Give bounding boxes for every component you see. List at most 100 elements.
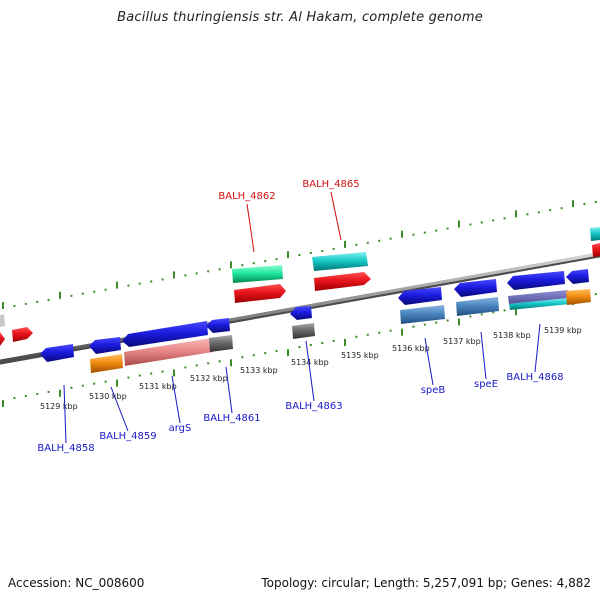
- minor-tick: [241, 356, 244, 359]
- minor-tick: [24, 394, 27, 397]
- scale-label: 5133 kbp: [240, 366, 278, 375]
- gene-feature-blue-rev[interactable]: [566, 269, 589, 284]
- gene-feature-red-fwd[interactable]: [234, 284, 286, 303]
- gene-label[interactable]: BALH_4859: [99, 431, 156, 442]
- minor-tick: [275, 258, 278, 261]
- minor-tick: [526, 213, 529, 216]
- gene-feature-steelblue[interactable]: [456, 297, 499, 316]
- gene-feature-mint[interactable]: [232, 265, 283, 283]
- gene-feature-blue-rev[interactable]: [122, 321, 208, 347]
- major-tick: [287, 251, 289, 259]
- gene-feature-gray[interactable]: [292, 323, 315, 339]
- minor-tick: [104, 380, 107, 383]
- minor-tick: [275, 350, 278, 353]
- major-tick: [458, 220, 460, 228]
- reverse-strand-features: [40, 269, 591, 373]
- major-tick: [344, 338, 346, 346]
- minor-tick: [503, 217, 506, 220]
- minor-tick: [184, 366, 187, 369]
- minor-tick: [24, 302, 27, 305]
- gene-label[interactable]: argS: [169, 423, 192, 434]
- major-tick: [230, 359, 232, 367]
- scale-label: 5139 kbp: [544, 326, 582, 335]
- gene-feature-blue-rev[interactable]: [507, 271, 565, 290]
- gene-feature-blue-rev[interactable]: [40, 344, 74, 362]
- minor-tick: [435, 229, 438, 232]
- gene-feature-pink[interactable]: [124, 338, 213, 366]
- minor-tick: [264, 352, 267, 355]
- gene-feature-red-fwd[interactable]: [0, 332, 5, 346]
- major-tick: [59, 291, 61, 299]
- gene-label[interactable]: BALH_4863: [285, 401, 342, 412]
- scale-label: 5136 kbp: [392, 344, 430, 353]
- gene-feature-blue-rev[interactable]: [89, 337, 121, 354]
- upper-tick-row: [2, 200, 597, 309]
- minor-tick: [366, 241, 369, 244]
- minor-tick: [93, 382, 96, 385]
- minor-tick: [298, 254, 301, 256]
- minor-tick: [537, 211, 540, 214]
- gene-leader-line: [246, 203, 255, 253]
- minor-tick: [423, 231, 426, 234]
- gene-feature-steelblue[interactable]: [400, 305, 445, 324]
- gene-feature-blue-rev[interactable]: [206, 318, 230, 333]
- scale-label: 5135 kbp: [341, 351, 379, 360]
- minor-tick: [127, 376, 130, 379]
- major-tick: [2, 302, 4, 309]
- major-tick: [515, 308, 517, 316]
- gene-feature-red-fwd[interactable]: [12, 327, 33, 342]
- gene-label[interactable]: BALH_4858: [37, 443, 94, 454]
- minor-tick: [150, 280, 153, 283]
- gene-leader-line: [63, 384, 67, 444]
- gene-feature-purple[interactable]: [508, 290, 569, 304]
- gene-feature-orange[interactable]: [90, 354, 123, 373]
- minor-tick: [13, 397, 16, 399]
- gene-feature-teal[interactable]: [590, 227, 600, 241]
- minor-tick: [378, 239, 381, 242]
- minor-tick: [560, 207, 563, 210]
- minor-tick: [435, 321, 438, 324]
- gene-feature-blue-rev[interactable]: [290, 306, 312, 320]
- gene-feature-orange[interactable]: [566, 289, 591, 305]
- gene-leader-line: [534, 323, 541, 373]
- gene-feature-teal[interactable]: [509, 298, 570, 310]
- gene-feature-gray[interactable]: [0, 314, 5, 327]
- gene-feature-red-fwd[interactable]: [592, 243, 600, 257]
- accession-text: Accession: NC_008600: [8, 576, 145, 590]
- gene-feature-red-fwd[interactable]: [314, 272, 371, 291]
- page-title: Bacillus thuringiensis str. Al Hakam, co…: [117, 10, 483, 25]
- minor-tick: [469, 223, 472, 226]
- major-tick: [173, 271, 175, 279]
- minor-tick: [378, 331, 381, 334]
- minor-tick: [389, 237, 392, 240]
- minor-tick: [207, 362, 210, 365]
- minor-tick: [36, 300, 39, 303]
- gene-label[interactable]: speE: [474, 379, 498, 390]
- minor-tick: [480, 221, 483, 224]
- gene-leader-line: [330, 191, 342, 241]
- gene-feature-blue-rev[interactable]: [398, 287, 442, 305]
- gene-label[interactable]: speB: [421, 385, 446, 396]
- minor-tick: [150, 372, 153, 375]
- minor-tick: [412, 233, 415, 236]
- gene-labels: BALH_4862 BALH_4865 BALH_4858 BALH_4859 argS…: [37, 179, 563, 454]
- minor-tick: [218, 360, 221, 363]
- minor-tick: [70, 294, 73, 297]
- gene-label[interactable]: BALH_4868: [506, 372, 563, 383]
- gene-label[interactable]: BALH_4861: [203, 413, 260, 424]
- minor-tick: [446, 227, 449, 230]
- gene-label[interactable]: BALH_4865: [302, 179, 359, 190]
- minor-tick: [264, 260, 267, 263]
- minor-tick: [81, 384, 84, 387]
- gene-label[interactable]: BALH_4862: [218, 191, 275, 202]
- minor-tick: [594, 293, 597, 296]
- minor-tick: [161, 370, 164, 373]
- minor-tick: [13, 305, 16, 307]
- gene-feature-blue-rev[interactable]: [454, 279, 497, 297]
- minor-tick: [366, 333, 369, 336]
- minor-tick: [195, 364, 198, 367]
- gene-feature-gray[interactable]: [209, 335, 233, 352]
- minor-tick: [298, 346, 301, 348]
- gene-feature-teal[interactable]: [312, 252, 368, 271]
- minor-tick: [355, 243, 358, 246]
